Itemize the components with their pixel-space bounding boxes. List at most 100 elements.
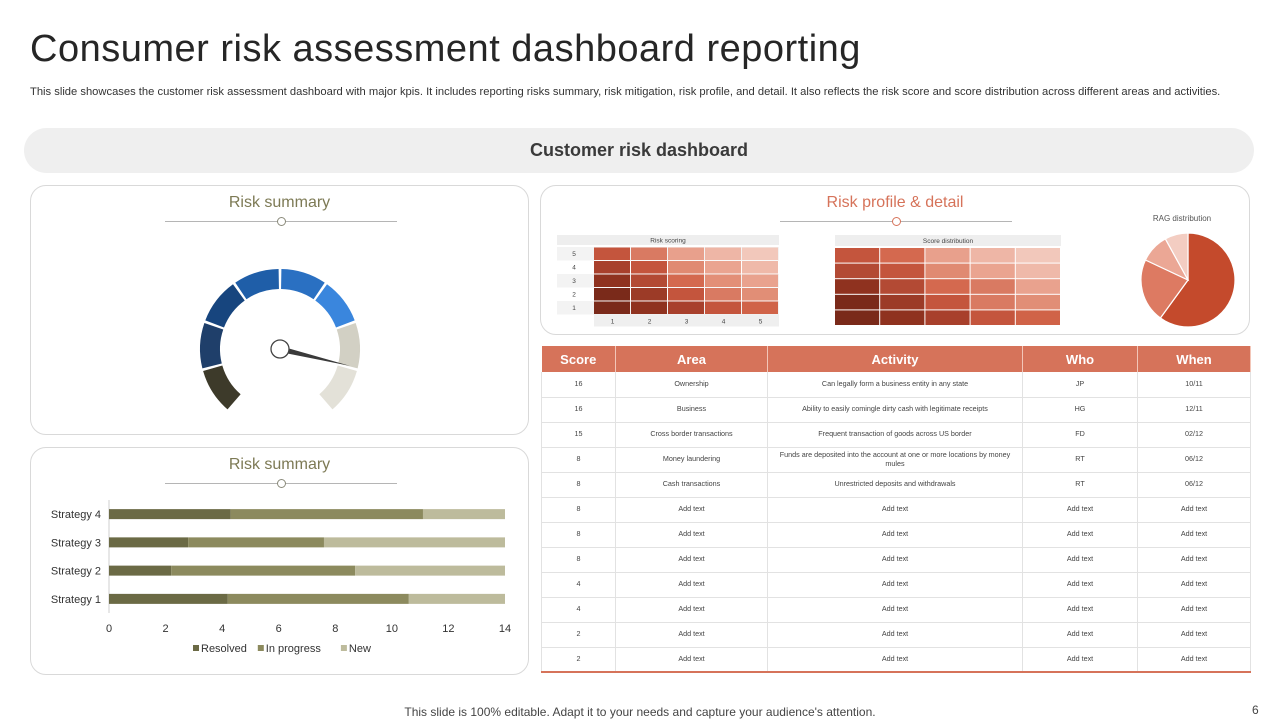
heatmap-cell: [705, 301, 741, 314]
table-row: 4 Add text Add text Add text Add text: [541, 597, 1251, 623]
table-header-row: Score Area Activity Who When: [541, 346, 1251, 372]
heatmap-cell: [631, 274, 667, 287]
gauge-segment: [336, 322, 360, 369]
category-label: Strategy 4: [51, 509, 101, 521]
table-cell-score: 8: [541, 522, 616, 548]
heatmap-row-label: 4: [572, 265, 576, 272]
table-cell-when: 10/11: [1137, 372, 1251, 398]
heatmap-cell: [594, 274, 630, 287]
heatmap-cell: [594, 288, 630, 301]
table-cell-score: 2: [541, 622, 616, 648]
table-row: 8 Cash transactions Unrestricted deposits …: [541, 472, 1251, 498]
table-cell-score: 8: [541, 547, 616, 573]
risk-profile-panel: Risk profile & detail Risk scoring 5 4 3 2 1 1…: [540, 185, 1250, 335]
heatmap-cell: [742, 274, 778, 287]
heatmap-col-label: 3: [685, 319, 689, 326]
table-cell-who: Add text: [1022, 597, 1138, 623]
table-row: 8 Add text Add text Add text Add text: [541, 522, 1251, 548]
heatmap-cell: [925, 263, 970, 279]
gauge-panel-title: Risk summary: [228, 194, 331, 211]
stacked-bar-chart: Strategy 1 Strategy 2 Strategy 3 Strategy 4…: [51, 500, 511, 655]
legend-swatch: [340, 645, 347, 651]
heatmap-row-label: 1: [572, 305, 576, 312]
heatmap-cell: [668, 274, 704, 287]
heatmap-cell: [1015, 294, 1060, 310]
heatmap-row-label: 3: [572, 278, 576, 285]
score-distribution-label: Score distribution: [923, 238, 974, 245]
bar-segment: [109, 537, 189, 548]
table-cell-area: Cross border transactions: [615, 422, 768, 448]
table-row: 8 Add text Add text Add text Add text: [541, 497, 1251, 523]
heatmap-row-label: 2: [572, 292, 576, 299]
bar-segment: [227, 593, 409, 604]
table-cell-when: 02/12: [1137, 422, 1251, 448]
table-cell-score: 8: [541, 447, 616, 473]
table-cell-area: Money laundering: [615, 447, 768, 473]
heatmap-col-label: 5: [759, 319, 763, 326]
table-cell-area: Add text: [615, 597, 768, 623]
heatmap-cell: [705, 274, 741, 287]
bar-segment: [230, 509, 423, 520]
heatmap-cell: [742, 288, 778, 301]
table-cell-who: Add text: [1022, 522, 1138, 548]
table-cell-activity: Frequent transaction of goods across US …: [767, 422, 1023, 448]
table-cell-activity: Add text: [767, 522, 1023, 548]
gauge-segment: [315, 284, 355, 328]
risk-scoring-header: [557, 235, 779, 245]
table-row: 2 Add text Add text Add text Add text: [541, 622, 1251, 648]
table-cell-score: 4: [541, 572, 616, 598]
heatmap-cell: [1015, 248, 1060, 263]
gauge-panel-divider: [165, 217, 397, 226]
table-cell-area: Business: [615, 397, 768, 423]
heatmap-cell: [880, 310, 925, 325]
heatmap-cell: [631, 288, 667, 301]
column-header-score: Score: [541, 346, 616, 372]
category-label: Strategy 2: [51, 566, 101, 578]
bar-segment: [109, 593, 228, 604]
divider-dot: [276, 479, 286, 488]
table-cell-who: RT: [1022, 472, 1138, 498]
gauge-needle: [279, 346, 350, 366]
heatmap-cell: [970, 279, 1015, 294]
divider-dot: [891, 217, 901, 226]
table-cell-score: 8: [541, 472, 616, 498]
heatmap-cell: [970, 310, 1015, 325]
table-cell-who: Add text: [1022, 572, 1138, 598]
legend-swatch: [257, 645, 264, 651]
heatmap-cell: [925, 294, 970, 310]
risk-scoring-label: Risk scoring: [650, 238, 686, 245]
category-label: Strategy 3: [51, 537, 101, 549]
dashboard-banner: Customer risk dashboard: [24, 128, 1254, 173]
table-row: 2 Add text Add text Add text Add text: [541, 647, 1251, 673]
table-cell-activity: Add text: [767, 647, 1023, 673]
table-cell-who: RT: [1022, 447, 1138, 473]
heatmap-cell: [594, 261, 630, 274]
heatmap-cell: [1015, 279, 1060, 294]
heatmap-cell: [631, 261, 667, 274]
table-cell-activity: Ability to easily comingle dirty cash wi…: [767, 397, 1023, 423]
heatmap-cell: [970, 248, 1015, 263]
table-cell-who: Add text: [1022, 622, 1138, 648]
gauge-hub: [270, 339, 290, 359]
table-cell-when: Add text: [1137, 547, 1251, 573]
heatmap-cell: [742, 301, 778, 314]
table-cell-area: Add text: [615, 497, 768, 523]
table-row: 8 Money laundering Funds are deposited int…: [541, 447, 1251, 473]
x-tick-label: 2: [163, 623, 169, 635]
dashboard-banner-label: Customer risk dashboard: [529, 140, 749, 160]
gauge-segment: [319, 365, 357, 410]
heatmap-cell: [970, 263, 1015, 279]
category-label: Strategy 1: [51, 594, 101, 606]
bar-panel: Risk summary Strategy 1 Strategy 2 Strateg…: [30, 447, 529, 675]
table-cell-when: Add text: [1137, 647, 1251, 673]
table-cell-score: 2: [541, 647, 616, 673]
bar-segment: [171, 565, 356, 576]
table-cell-who: JP: [1022, 372, 1138, 398]
column-header-who: Who: [1022, 346, 1138, 372]
table-cell-when: 06/12: [1137, 447, 1251, 473]
gauge-segment: [281, 269, 325, 300]
table-cell-area: Add text: [615, 522, 768, 548]
table-cell-when: 06/12: [1137, 472, 1251, 498]
table-cell-when: Add text: [1137, 572, 1251, 598]
heatmap-cell: [880, 263, 925, 279]
